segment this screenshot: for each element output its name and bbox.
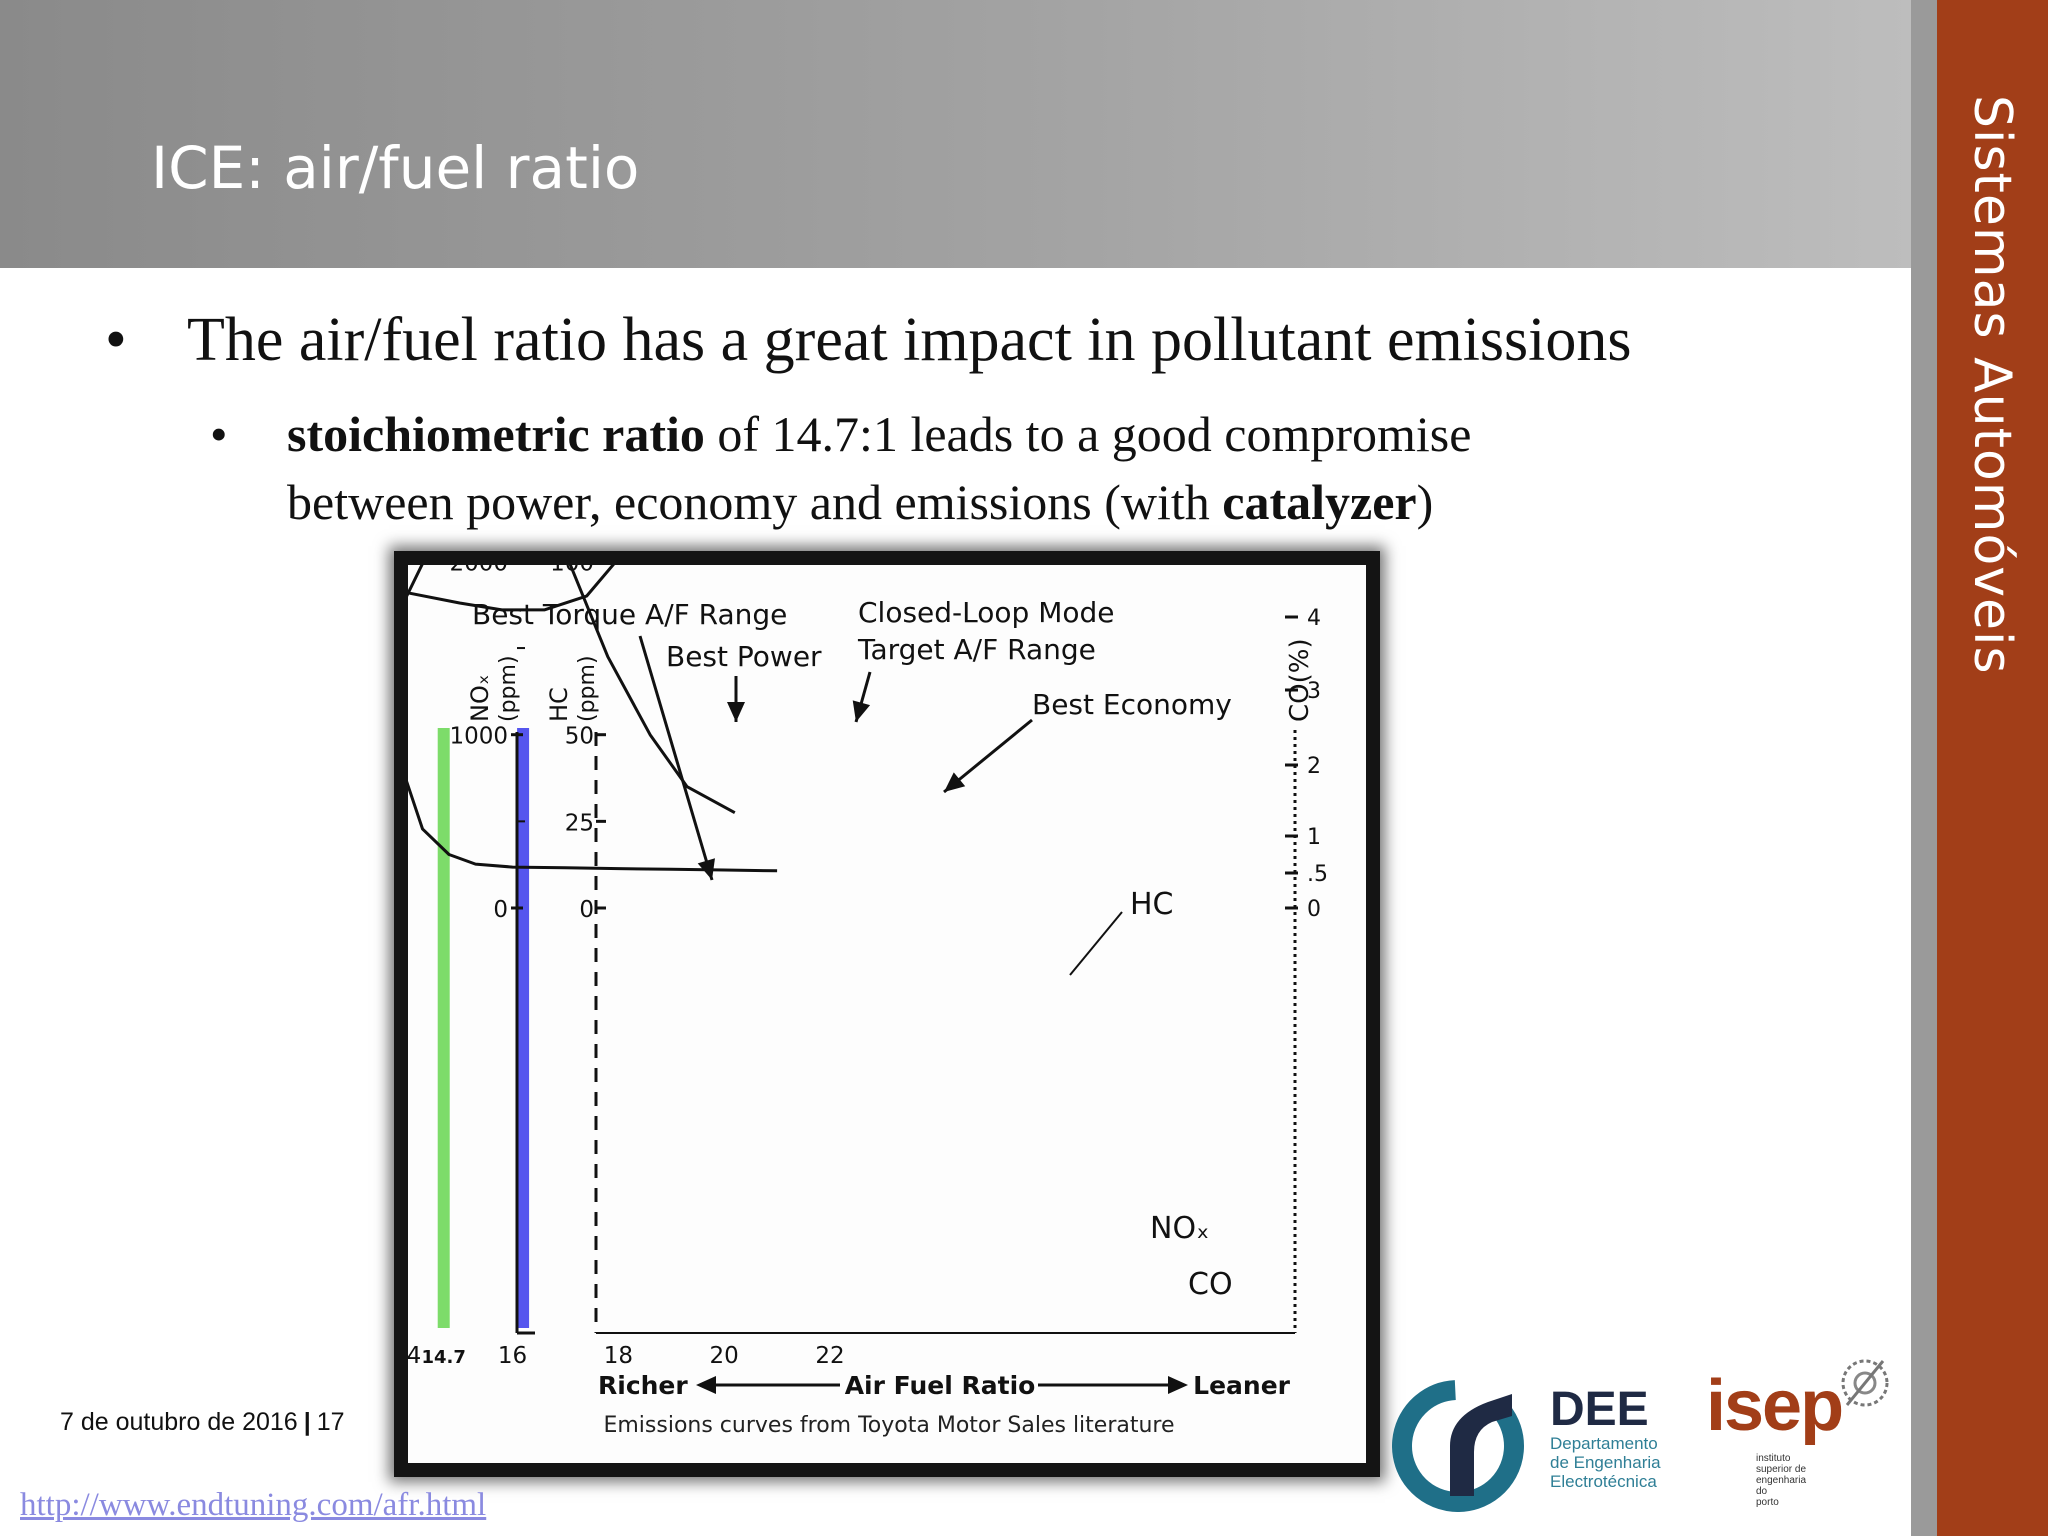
footer: 7 de outubro de 2016 | 17	[60, 1408, 345, 1437]
isep-wordmark: isep	[1706, 1366, 1844, 1446]
chart-caption: Emissions curves from Toyota Motor Sales…	[603, 1413, 1174, 1438]
best-torque-arrow-head	[697, 858, 715, 880]
sub-bullet-glyph: •	[210, 406, 228, 462]
co-curve	[408, 780, 778, 873]
bullet-glyph: •	[105, 306, 127, 374]
footer-date: 7 de outubro de 2016	[60, 1408, 298, 1436]
co-tick-label: 2	[1307, 754, 1321, 779]
side-bar	[1937, 0, 2048, 1536]
sub-text-2: between power, economy and emissions (wi…	[287, 474, 1223, 530]
hc-leader-line	[1069, 911, 1123, 976]
slide-title: ICE: air/fuel ratio	[151, 134, 640, 202]
richer-label: Richer	[598, 1371, 688, 1400]
nox-tick-label: 1000	[449, 724, 508, 750]
nox-curve	[408, 565, 736, 815]
nox-tick-label: 2000	[449, 565, 508, 576]
sub-bullet-line-1: stoichiometric ratio of 14.7:1 leads to …	[287, 400, 1471, 468]
co-tick-label: 1	[1307, 825, 1321, 850]
co-tick-label: 0	[1307, 897, 1321, 922]
x-tick-label: 14.7	[421, 1347, 465, 1368]
co-axis-label: CO(%)	[1285, 638, 1315, 722]
closed-loop-annotation-1: Closed-Loop Mode	[858, 596, 1114, 629]
source-link[interactable]: http://www.endtuning.com/afr.html	[20, 1487, 487, 1523]
co-tick-label: .5	[1307, 862, 1328, 887]
leaner-arrow-head	[1168, 1376, 1188, 1394]
bold-catalyzer: catalyzer	[1222, 474, 1417, 530]
dee-sub-2: de Engenharia	[1550, 1453, 1661, 1472]
hc-tick-label: 25	[565, 810, 594, 836]
x-tick-label: 22	[815, 1343, 844, 1369]
side-label: Sistemas Automóveis	[1962, 95, 2022, 675]
best-torque-annotation: Best Torque A/F Range	[472, 598, 787, 631]
nox-axis-unit: (ppm)	[496, 655, 521, 722]
page-number: 17	[316, 1408, 345, 1436]
chart-frame: NOₓ(ppm)HC(ppm)CO(%)01000200030000255010…	[394, 551, 1380, 1477]
isep-subtitle: instituto superior de engenharia do port…	[1756, 1453, 1806, 1508]
hc-tick-label: 0	[579, 897, 594, 923]
sub-bullet-line-2: between power, economy and emissions (wi…	[287, 468, 1433, 536]
bullet-main-text: The air/fuel ratio has a great impact in…	[187, 306, 1632, 374]
side-strip	[1911, 0, 1937, 1536]
hc-curve	[408, 565, 615, 612]
title-bar: ICE: air/fuel ratio	[0, 0, 1911, 268]
hc-axis-label: HC	[545, 687, 573, 722]
co-tick-label: 4	[1307, 606, 1321, 631]
co-curve-label: CO	[1188, 1267, 1233, 1302]
dee-sub-1: Departamento	[1550, 1434, 1658, 1453]
best-economy-arrow-head	[944, 772, 966, 792]
dee-sub-3: Electrotécnica	[1550, 1472, 1657, 1491]
closed-loop-arrow-head	[852, 700, 871, 722]
x-tick-label: 18	[604, 1343, 633, 1369]
chart-area: NOₓ(ppm)HC(ppm)CO(%)01000200030000255010…	[408, 565, 1366, 1463]
nox-curve-label: NOₓ	[1150, 1211, 1209, 1246]
leaner-label: Leaner	[1193, 1371, 1291, 1400]
isep-emblem-icon	[1841, 1359, 1889, 1407]
hc-curve-label: HC	[1130, 887, 1174, 922]
x-axis-label: Air Fuel Ratio	[845, 1371, 1036, 1400]
isep-sub-2: superior de	[1756, 1464, 1807, 1475]
nox-tick-label: 0	[493, 897, 508, 923]
dee-emblem-icon	[1392, 1380, 1524, 1512]
nox-axis-label: NOₓ	[466, 675, 494, 723]
hc-tick-label: 50	[565, 724, 594, 750]
x-tick-label: 16	[498, 1343, 527, 1369]
closed-loop-annotation-2: Target A/F Range	[857, 633, 1096, 666]
footer-separator: |	[303, 1408, 311, 1436]
best-economy-annotation: Best Economy	[1032, 688, 1232, 721]
co-tick-label: 3	[1307, 679, 1321, 704]
isep-sub-1: instituto	[1756, 1453, 1791, 1464]
x-tick-label: 20	[710, 1343, 739, 1369]
isep-sub-4: porto	[1756, 1497, 1779, 1508]
hc-axis-unit: (ppm)	[575, 655, 600, 722]
richer-arrow-head	[696, 1376, 716, 1394]
emissions-chart: NOₓ(ppm)HC(ppm)CO(%)01000200030000255010…	[408, 565, 1328, 1438]
bullet-main: • The air/fuel ratio has a great impact i…	[105, 305, 1632, 376]
best-power-arrow-head	[727, 702, 745, 722]
sub-text-1: of 14.7:1 leads to a good compromise	[704, 406, 1472, 462]
best-economy-line	[517, 728, 530, 1328]
closed-loop-line	[437, 728, 450, 1328]
sub-text-3: )	[1416, 474, 1434, 530]
bold-stoichiometric: stoichiometric ratio	[287, 406, 705, 462]
dee-wordmark: DEE	[1550, 1383, 1649, 1436]
best-power-annotation: Best Power	[666, 640, 822, 673]
dee-subtitle: Departamento de Engenharia Electrotécnic…	[1550, 1434, 1661, 1491]
x-tick-label: 14	[408, 1343, 421, 1369]
best-torque-arrow	[638, 635, 714, 881]
isep-sub-3: engenharia do	[1756, 1475, 1807, 1497]
